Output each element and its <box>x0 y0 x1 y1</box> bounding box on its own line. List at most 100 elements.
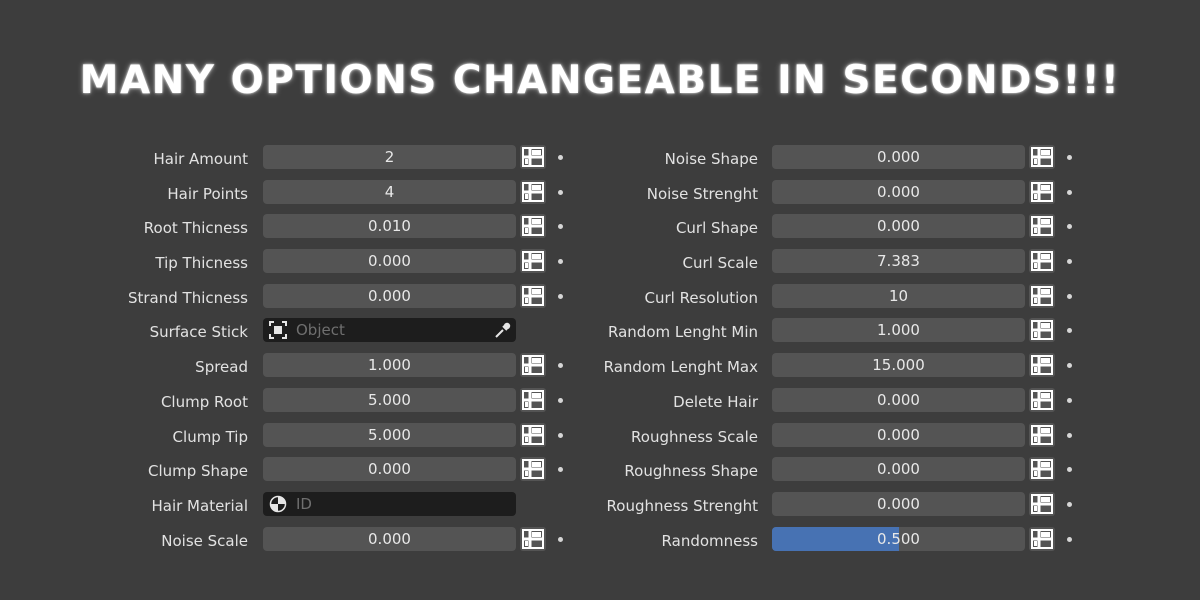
dot-icon[interactable] <box>1067 293 1072 299</box>
clump-shape-label: Clump Shape <box>147 462 248 481</box>
dot-icon[interactable] <box>1067 259 1072 265</box>
curl-resolution-value: 10 <box>888 286 909 305</box>
root-thicness-value-field[interactable]: 0.010 <box>263 214 516 239</box>
curl-scale-value-field[interactable]: 7.383 <box>772 249 1025 274</box>
noise-scale-value: 0.000 <box>368 529 411 548</box>
surface-stick-field[interactable]: Object <box>263 318 516 343</box>
property-row-randomness: Randomness 0.500 <box>600 524 1200 559</box>
dot-icon[interactable] <box>558 467 563 473</box>
grid-icon[interactable] <box>520 422 546 447</box>
roughness-shape-label: Roughness Shape <box>624 462 758 481</box>
property-row-surface-stick: Surface Stick Object <box>0 315 600 350</box>
dot-icon[interactable] <box>1067 467 1072 473</box>
dot-icon[interactable] <box>1067 189 1072 195</box>
grid-icon[interactable] <box>1029 457 1055 482</box>
grid-icon[interactable] <box>1029 283 1055 308</box>
property-row-random-lenght-max: Random Lenght Max 15.000 <box>600 350 1200 385</box>
grid-icon[interactable] <box>1029 214 1055 239</box>
dot-icon[interactable] <box>558 189 563 195</box>
randomness-value-field[interactable]: 0.500 <box>772 526 1025 551</box>
dot-icon[interactable] <box>558 224 563 230</box>
grid-icon[interactable] <box>520 145 546 169</box>
dot-icon[interactable] <box>1067 224 1072 230</box>
clump-tip-value: 5.000 <box>368 425 411 444</box>
curl-scale-value: 7.383 <box>877 252 920 271</box>
noise-scale-value-field[interactable]: 0.000 <box>263 526 516 551</box>
random-lenght-min-value: 1.000 <box>877 321 920 340</box>
grid-icon[interactable] <box>1029 491 1055 516</box>
grid-icon[interactable] <box>520 387 546 412</box>
noise-strenght-label: Noise Strenght <box>646 184 758 203</box>
grid-icon[interactable] <box>1029 422 1055 447</box>
dot-icon[interactable] <box>558 293 563 299</box>
hair-material-field[interactable]: ID <box>263 491 516 516</box>
grid-icon[interactable] <box>1029 145 1055 169</box>
roughness-strenght-value-field[interactable]: 0.000 <box>772 491 1025 516</box>
dot-icon[interactable] <box>558 432 563 438</box>
grid-icon[interactable] <box>1029 318 1055 343</box>
randomness-value: 0.500 <box>877 529 920 548</box>
roughness-scale-value-field[interactable]: 0.000 <box>772 422 1025 447</box>
property-row-noise-scale: Noise Scale 0.000 <box>0 524 600 559</box>
hair-points-label: Hair Points <box>167 184 248 203</box>
spread-label: Spread <box>195 358 248 377</box>
curl-shape-value-field[interactable]: 0.000 <box>772 214 1025 239</box>
dot-icon[interactable] <box>1067 397 1072 403</box>
roughness-shape-value-field[interactable]: 0.000 <box>772 457 1025 482</box>
clump-shape-value-field[interactable]: 0.000 <box>263 457 516 482</box>
hair-points-value-field[interactable]: 4 <box>263 179 516 204</box>
hair-material-placeholder: ID <box>296 494 312 513</box>
object-icon <box>269 321 287 340</box>
grid-icon[interactable] <box>1029 249 1055 274</box>
noise-shape-value-field[interactable]: 0.000 <box>772 145 1025 169</box>
grid-icon[interactable] <box>520 214 546 239</box>
dot-icon[interactable] <box>1067 155 1072 160</box>
delete-hair-value-field[interactable]: 0.000 <box>772 387 1025 412</box>
random-lenght-max-value-field[interactable]: 15.000 <box>772 353 1025 378</box>
dot-icon[interactable] <box>558 259 563 265</box>
noise-strenght-value: 0.000 <box>877 182 920 201</box>
clump-tip-value-field[interactable]: 5.000 <box>263 422 516 447</box>
grid-icon[interactable] <box>520 179 546 204</box>
spread-value-field[interactable]: 1.000 <box>263 353 516 378</box>
dot-icon[interactable] <box>558 363 563 369</box>
dot-icon[interactable] <box>558 397 563 403</box>
grid-icon[interactable] <box>520 353 546 378</box>
hair-amount-label: Hair Amount <box>153 150 248 168</box>
noise-strenght-value-field[interactable]: 0.000 <box>772 179 1025 204</box>
grid-icon[interactable] <box>520 283 546 308</box>
strand-thicness-value-field[interactable]: 0.000 <box>263 283 516 308</box>
dot-icon[interactable] <box>1067 536 1072 542</box>
dot-icon[interactable] <box>1067 328 1072 334</box>
dot-icon[interactable] <box>558 155 563 160</box>
eyedropper-icon[interactable] <box>494 321 512 339</box>
dot-icon[interactable] <box>558 536 563 542</box>
clump-root-value-field[interactable]: 5.000 <box>263 387 516 412</box>
root-thicness-value: 0.010 <box>368 217 411 236</box>
tip-thicness-value-field[interactable]: 0.000 <box>263 249 516 274</box>
clump-root-label: Clump Root <box>160 392 248 411</box>
dot-icon[interactable] <box>1067 432 1072 438</box>
property-row-random-lenght-min: Random Lenght Min 1.000 <box>600 315 1200 350</box>
dot-icon[interactable] <box>1067 501 1072 507</box>
grid-icon[interactable] <box>1029 353 1055 378</box>
noise-shape-value: 0.000 <box>877 148 920 166</box>
material-icon <box>269 495 287 513</box>
random-lenght-max-value: 15.000 <box>872 356 925 375</box>
random-lenght-min-value-field[interactable]: 1.000 <box>772 318 1025 343</box>
grid-icon[interactable] <box>1029 526 1055 551</box>
dot-icon[interactable] <box>1067 363 1072 369</box>
grid-icon[interactable] <box>1029 387 1055 412</box>
hair-amount-value-field[interactable]: 2 <box>263 145 516 169</box>
curl-resolution-value-field[interactable]: 10 <box>772 283 1025 308</box>
randomness-label: Randomness <box>661 531 758 550</box>
tip-thicness-value: 0.000 <box>368 252 411 271</box>
grid-icon[interactable] <box>520 526 546 551</box>
property-row-spread: Spread 1.000 <box>0 350 600 385</box>
grid-icon[interactable] <box>520 457 546 482</box>
strand-thicness-value: 0.000 <box>368 286 411 305</box>
roughness-strenght-label: Roughness Strenght <box>606 496 758 515</box>
clump-tip-label: Clump Tip <box>172 427 248 446</box>
grid-icon[interactable] <box>1029 179 1055 204</box>
grid-icon[interactable] <box>520 249 546 274</box>
